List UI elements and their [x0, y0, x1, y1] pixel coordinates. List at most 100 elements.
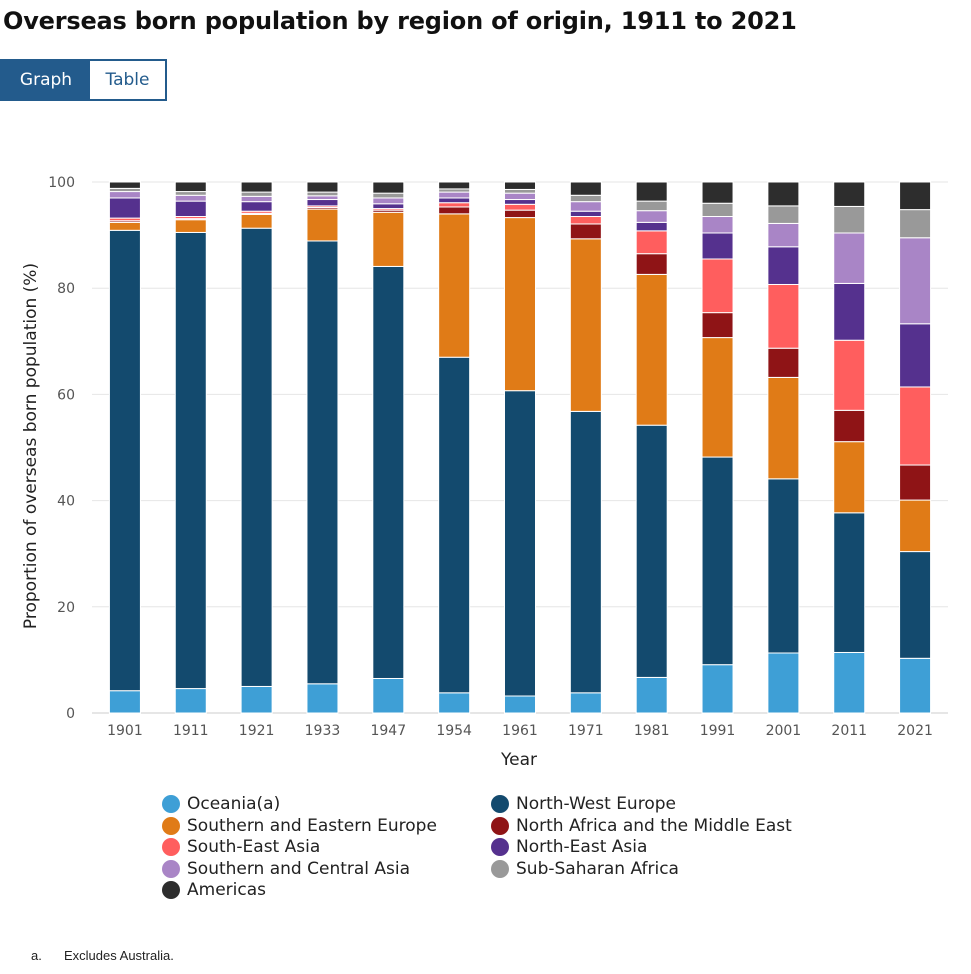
bar-segment[interactable]: 2021 — North-East Asia: 11.9: [899, 323, 932, 388]
bar-segment[interactable]: 1991 — Americas: 4: [701, 181, 734, 204]
bar-segment[interactable]: 2001 — Southern and Eastern Europe: 19.1: [767, 376, 800, 480]
bar-segment[interactable]: 1961 — Americas: 1.4: [504, 181, 536, 190]
bar-segment[interactable]: 1971 — North-West Europe: 53: [569, 410, 602, 694]
bar-segment[interactable]: 1901 — North-East Asia: 3.8: [108, 197, 141, 219]
bar-segment[interactable]: 2001 — South-East Asia: 12: [767, 283, 800, 349]
bar-segment[interactable]: 2011 — Southern and Eastern Europe: 13.4: [833, 441, 866, 514]
bar-segment[interactable]: 2001 — Sub-Saharan Africa: 3.3: [767, 205, 800, 224]
bar-segment[interactable]: 1981 — Sub-Saharan Africa: 1.8: [635, 200, 668, 212]
bar-segment[interactable]: 1954 — North Africa and the Middle East:…: [438, 206, 471, 215]
bar-segment[interactable]: 1947 — North-West Europe: 77.6: [372, 265, 405, 679]
bar-segment[interactable]: 1921 — Americas: 1.9: [240, 181, 273, 193]
bar-segment[interactable]: 1991 — Southern and Eastern Europe: 22.5: [701, 337, 734, 458]
bar-segment[interactable]: 1954 — Southern and Eastern Europe: 27: [438, 213, 471, 358]
legend-item[interactable]: North-West Europe: [491, 794, 676, 814]
bar-segment[interactable]: 2011 — North-East Asia: 10.7: [833, 282, 866, 341]
bar-segment[interactable]: 2011 — Southern and Central Asia: 9.5: [833, 232, 866, 284]
bar-segment[interactable]: 1991 — Sub-Saharan Africa: 2.5: [701, 202, 734, 218]
bar-segment[interactable]: 2021 — North-West Europe: 20.1: [899, 551, 932, 659]
bar-segment[interactable]: 2021 — Oceania(a): 10.3: [899, 657, 932, 714]
bar-segment[interactable]: 1981 — Americas: 3.6: [635, 181, 668, 202]
bar-segment[interactable]: 1947 — Southern and Eastern Europe: 10.2: [372, 211, 405, 267]
bar-segment[interactable]: 1991 — Oceania(a): 9.1: [701, 664, 734, 714]
bar-segment[interactable]: 1933 — Sub-Saharan Africa: 0.7: [306, 191, 339, 197]
bar-segment[interactable]: 1991 — Southern and Central Asia: 3.1: [701, 216, 734, 234]
bar-segment[interactable]: 1954 — South-East Asia: 0.8: [438, 202, 471, 208]
bar-segment[interactable]: 1901 — Oceania(a): 4.2: [108, 690, 141, 714]
legend-item[interactable]: Sub-Saharan Africa: [491, 859, 679, 879]
bar-segment[interactable]: 2021 — South-East Asia: 14.7: [899, 386, 932, 466]
bar-segment[interactable]: 1901 — Southern and Central Asia: 1.2: [108, 191, 141, 199]
bar-segment[interactable]: 1947 — Oceania(a): 6.5: [372, 677, 405, 714]
bar-segment[interactable]: 1947 — North-East Asia: 0.9: [372, 203, 405, 210]
legend-item[interactable]: North-East Asia: [491, 837, 647, 857]
bar-segment[interactable]: 1961 — North-West Europe: 57.5: [504, 390, 536, 697]
bar-segment[interactable]: 1961 — North Africa and the Middle East:…: [504, 209, 536, 219]
bar-segment[interactable]: 1991 — North-East Asia: 4.9: [701, 232, 734, 260]
bar-segment[interactable]: 2021 — North Africa and the Middle East:…: [899, 464, 932, 501]
bar-segment[interactable]: 1901 — Americas: 1.2: [108, 181, 141, 189]
bar-segment[interactable]: 2021 — Southern and Eastern Europe: 9.7: [899, 499, 932, 553]
bar-segment[interactable]: 1954 — Americas: 1.3: [438, 181, 471, 190]
bar-segment[interactable]: 1961 — Sub-Saharan Africa: 0.7: [504, 188, 536, 194]
bar-segment[interactable]: 1911 — Southern and Central Asia: 1.1: [174, 194, 207, 202]
bar-segment[interactable]: 2011 — North Africa and the Middle East:…: [833, 409, 866, 443]
bar-segment[interactable]: 1947 — Americas: 2.1: [372, 181, 405, 194]
bar-segment[interactable]: 1901 — North-West Europe: 86.7: [108, 229, 141, 692]
bar-segment[interactable]: 1971 — South-East Asia: 1.4: [569, 216, 602, 225]
bar-segment[interactable]: 2021 — Southern and Central Asia: 16.2: [899, 237, 932, 325]
bar-segment[interactable]: 2021 — Americas: 5.2: [899, 181, 932, 211]
bar-segment[interactable]: 1921 — North-West Europe: 86.3: [240, 227, 273, 687]
bar-segment[interactable]: 2011 — Americas: 4.6: [833, 181, 866, 207]
bar-segment[interactable]: 1954 — North-West Europe: 63.2: [438, 356, 471, 694]
bar-segment[interactable]: 1954 — Oceania(a): 3.8: [438, 692, 471, 714]
bar-segment[interactable]: 1911 — Sub-Saharan Africa: 0.7: [174, 191, 207, 196]
bar-segment[interactable]: 1954 — North-East Asia: 0.9: [438, 197, 471, 204]
bar-segment[interactable]: 1981 — Oceania(a): 6.7: [635, 676, 668, 714]
tab-table[interactable]: Table: [90, 61, 165, 99]
bar-segment[interactable]: 1991 — North-West Europe: 39.1: [701, 456, 734, 666]
bar-segment[interactable]: 1971 — Sub-Saharan Africa: 1.2: [569, 194, 602, 203]
bar-segment[interactable]: 1991 — North Africa and the Middle East:…: [701, 312, 734, 339]
bar-segment[interactable]: 1911 — North-West Europe: 85.9: [174, 231, 207, 690]
bar-segment[interactable]: 1981 — North-East Asia: 1.6: [635, 221, 668, 232]
bar-segment[interactable]: 1901 — Southern and Eastern Europe: 1.5: [108, 221, 141, 231]
bar-segment[interactable]: 1971 — North Africa and the Middle East:…: [569, 223, 602, 240]
bar-segment[interactable]: 1981 — North-West Europe: 47.5: [635, 424, 668, 678]
bar-segment[interactable]: 2021 — Sub-Saharan Africa: 5.3: [899, 209, 932, 239]
bar-segment[interactable]: 2001 — Southern and Central Asia: 4.4: [767, 222, 800, 248]
bar-segment[interactable]: 2011 — North-West Europe: 26.3: [833, 512, 866, 653]
bar-segment[interactable]: 1971 — Southern and Eastern Europe: 32.5: [569, 238, 602, 412]
legend-item[interactable]: North Africa and the Middle East: [491, 816, 792, 836]
bar-segment[interactable]: 1971 — Americas: 2.5: [569, 181, 602, 196]
bar-segment[interactable]: 1981 — Southern and Central Asia: 2.2: [635, 210, 668, 223]
bar-segment[interactable]: 1961 — South-East Asia: 1.1: [504, 203, 536, 211]
tab-graph[interactable]: Graph: [2, 61, 90, 99]
legend-item[interactable]: Southern and Central Asia: [162, 859, 410, 879]
bar-segment[interactable]: 1991 — South-East Asia: 10.1: [701, 258, 734, 314]
bar-segment[interactable]: 1961 — Southern and Eastern Europe: 32.6: [504, 217, 536, 392]
bar-segment[interactable]: 1971 — Oceania(a): 3.8: [569, 692, 602, 714]
bar-segment[interactable]: 1911 — Oceania(a): 4.6: [174, 688, 207, 714]
bar-segment[interactable]: 1981 — South-East Asia: 4.3: [635, 230, 668, 255]
legend-item[interactable]: Oceania(a): [162, 794, 280, 814]
bar-segment[interactable]: 2011 — Oceania(a): 11.4: [833, 651, 866, 714]
bar-segment[interactable]: 1911 — Americas: 1.8: [174, 181, 207, 193]
bar-segment[interactable]: 1954 — Southern and Central Asia: 1.1: [438, 191, 471, 199]
legend-item[interactable]: South-East Asia: [162, 837, 320, 857]
bar-segment[interactable]: 1911 — North-East Asia: 2.9: [174, 200, 207, 218]
legend-item[interactable]: Americas: [162, 880, 266, 900]
bar-segment[interactable]: 1981 — Southern and Eastern Europe: 28.4: [635, 273, 668, 426]
bar-segment[interactable]: 1921 — Southern and Eastern Europe: 2.6: [240, 213, 273, 229]
bar-segment[interactable]: 2001 — Oceania(a): 11.3: [767, 652, 800, 714]
bar-segment[interactable]: 1971 — Southern and Central Asia: 1.8: [569, 201, 602, 212]
bar-segment[interactable]: 1933 — Oceania(a): 5.5: [306, 683, 339, 714]
bar-segment[interactable]: 1933 — North-East Asia: 1.2: [306, 199, 339, 207]
bar-segment[interactable]: 1933 — Southern and Eastern Europe: 6: [306, 208, 339, 242]
bar-segment[interactable]: 1947 — Sub-Saharan Africa: 0.9: [372, 192, 405, 199]
bar-segment[interactable]: 2001 — Americas: 4.5: [767, 181, 800, 207]
bar-segment[interactable]: 2011 — Sub-Saharan Africa: 5: [833, 205, 866, 234]
bar-segment[interactable]: 1947 — Southern and Central Asia: 1.1: [372, 197, 405, 205]
bar-segment[interactable]: 2001 — North-East Asia: 7.1: [767, 246, 800, 285]
bar-segment[interactable]: 1933 — Southern and Central Asia: 0.7: [306, 195, 339, 201]
